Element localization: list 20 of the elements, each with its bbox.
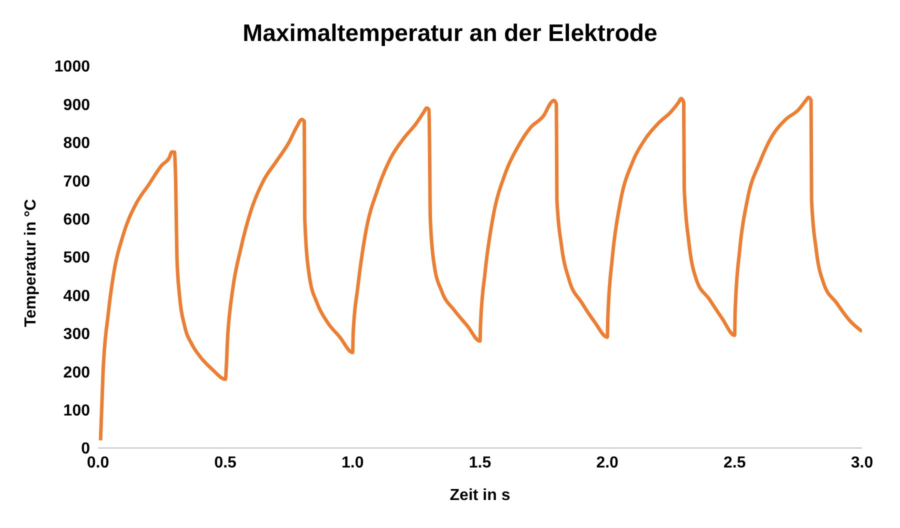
- x-tick-label: 2.0: [596, 454, 619, 472]
- y-tick-label: 200: [63, 364, 90, 382]
- x-tick-label: 1.0: [342, 454, 364, 472]
- line-series: [98, 96, 862, 442]
- x-tick-label: 1.5: [468, 454, 492, 472]
- x-tick-label: 2.5: [724, 454, 746, 472]
- y-tick-label: 1000: [54, 58, 90, 76]
- y-tick-label: 800: [63, 135, 90, 152]
- x-tick-label: 0.5: [214, 454, 237, 472]
- y-tick-label: 600: [63, 211, 90, 228]
- y-axis-title: Temperatur in °C: [22, 198, 40, 327]
- y-tick-label: 400: [63, 288, 90, 305]
- y-tick-label: 300: [63, 326, 90, 344]
- x-axis-title: Zeit in s: [450, 487, 510, 504]
- y-tick-label: 700: [63, 173, 90, 190]
- y-tick-label: 100: [63, 402, 90, 420]
- y-tick-label: 900: [63, 96, 90, 114]
- y-tick-label: 500: [63, 250, 90, 267]
- chart-title: Maximaltemperatur an der Elektrode: [242, 19, 658, 49]
- x-tick-label: 3.0: [850, 454, 874, 472]
